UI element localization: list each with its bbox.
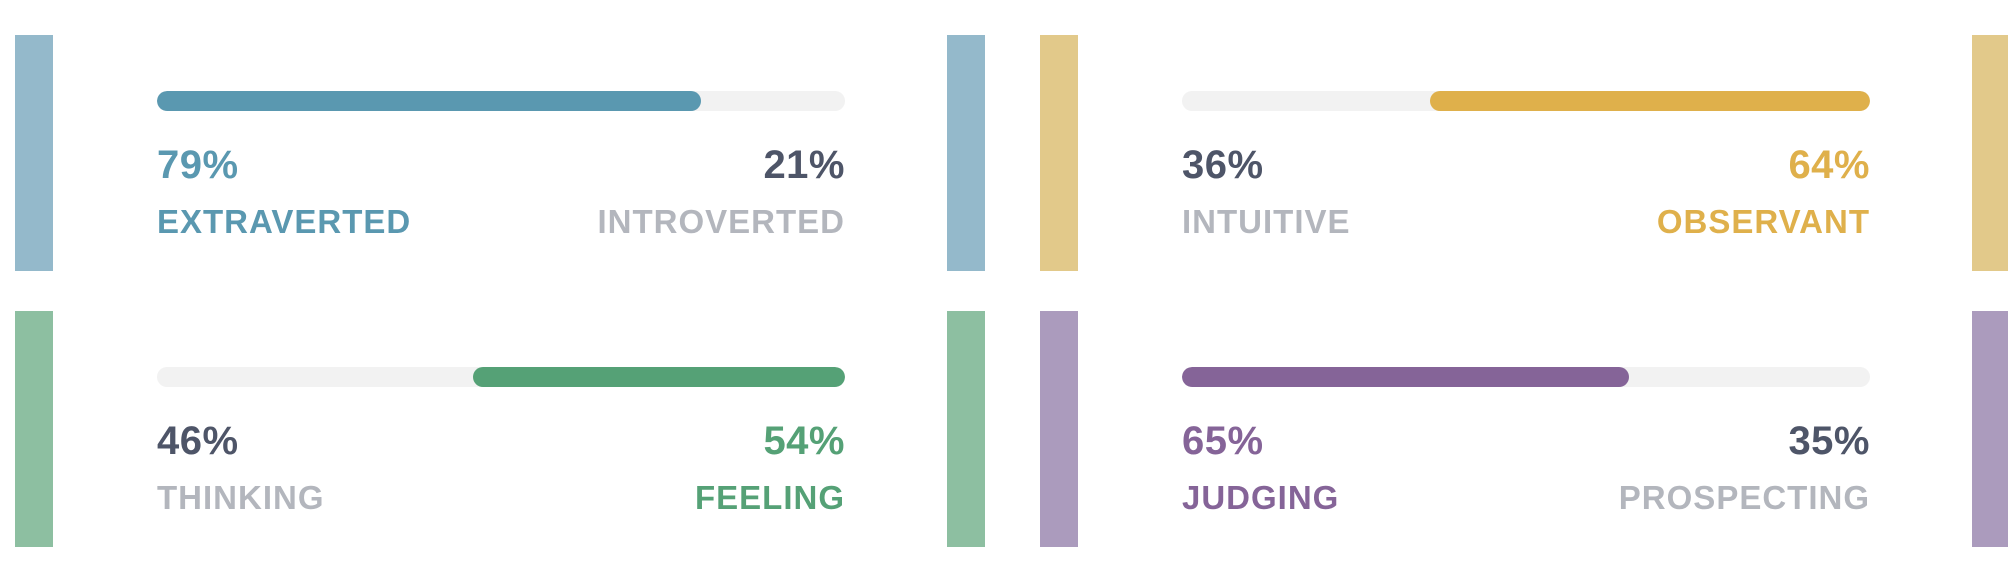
- trait-card-energy: 36% 64% INTUITIVE OBSERVANT: [1040, 35, 2008, 271]
- trait-progress-track: [157, 91, 845, 111]
- right-trait-label: INTROVERTED: [597, 203, 845, 240]
- right-trait-label: PROSPECTING: [1618, 479, 1870, 516]
- trait-panel: 65% 35% JUDGING PROSPECTING: [1182, 311, 1870, 547]
- card-left-stripe: [15, 35, 53, 271]
- left-percent: 65%: [1182, 419, 1264, 463]
- left-percent: 79%: [157, 143, 239, 187]
- left-percent: 36%: [1182, 143, 1264, 187]
- trait-panel: 36% 64% INTUITIVE OBSERVANT: [1182, 35, 1870, 271]
- left-trait-label: JUDGING: [1182, 479, 1340, 516]
- right-trait-label: OBSERVANT: [1656, 203, 1870, 240]
- trait-panel: 79% 21% EXTRAVERTED INTROVERTED: [157, 35, 845, 271]
- trait-card-tactics: 65% 35% JUDGING PROSPECTING: [1040, 311, 2008, 547]
- trait-progress-fill: [1429, 91, 1870, 111]
- card-left-stripe: [1040, 35, 1078, 271]
- card-right-stripe: [1972, 311, 2008, 547]
- right-percent: 21%: [763, 143, 845, 187]
- card-left-stripe: [15, 311, 53, 547]
- card-left-stripe: [1040, 311, 1078, 547]
- right-trait-label: FEELING: [694, 479, 845, 516]
- trait-progress-fill: [157, 91, 701, 111]
- trait-panel: 46% 54% THINKING FEELING: [157, 311, 845, 547]
- left-trait-label: EXTRAVERTED: [157, 203, 412, 240]
- card-right-stripe: [947, 35, 985, 271]
- trait-progress-track: [1182, 367, 1870, 387]
- left-percent: 46%: [157, 419, 239, 463]
- trait-card-mind: 79% 21% EXTRAVERTED INTROVERTED: [15, 35, 985, 271]
- right-percent: 64%: [1788, 143, 1870, 187]
- left-trait-label: INTUITIVE: [1182, 203, 1351, 240]
- right-percent: 35%: [1788, 419, 1870, 463]
- card-right-stripe: [947, 311, 985, 547]
- trait-progress-track: [157, 367, 845, 387]
- trait-progress-fill: [473, 367, 845, 387]
- right-percent: 54%: [763, 419, 845, 463]
- trait-progress-track: [1182, 91, 1870, 111]
- trait-progress-fill: [1182, 367, 1630, 387]
- card-right-stripe: [1972, 35, 2008, 271]
- trait-card-nature: 46% 54% THINKING FEELING: [15, 311, 985, 547]
- left-trait-label: THINKING: [157, 479, 325, 516]
